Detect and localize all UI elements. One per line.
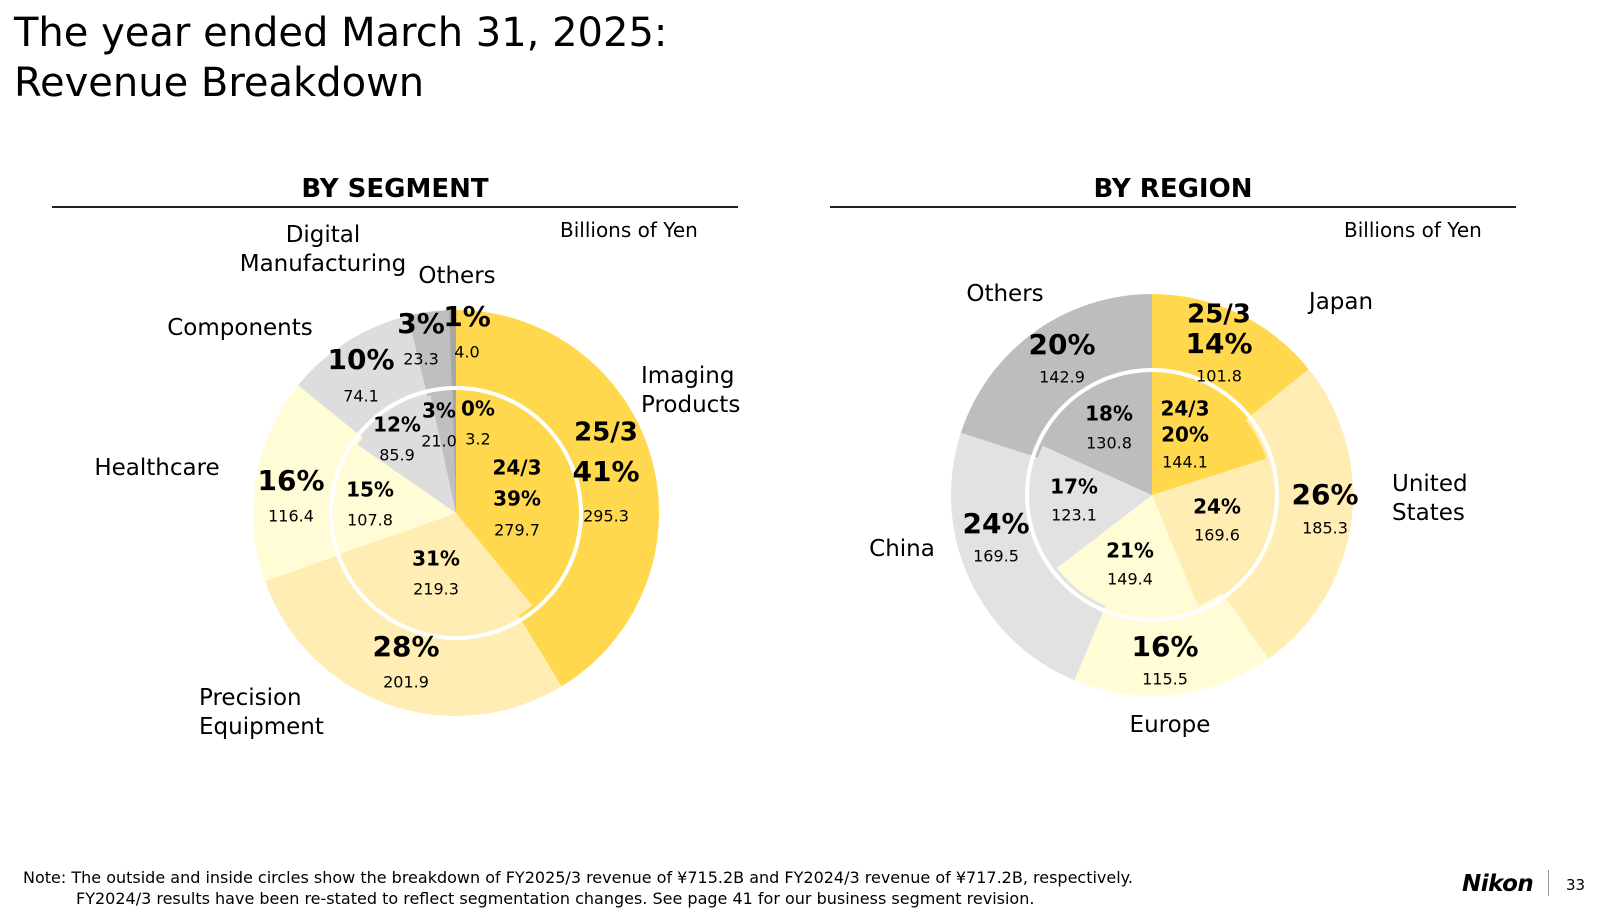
segment-outer-value-healthcare: 116.4	[268, 507, 314, 526]
region-outer-percent-china: 24%	[962, 507, 1029, 540]
segment-outer-value-precision: 201.9	[383, 673, 429, 692]
region-inner-percent-europe: 21%	[1106, 539, 1154, 563]
segment-inner-percent-imaging: 39%	[493, 487, 541, 511]
segment-category-label-healthcare: Healthcare	[94, 455, 219, 481]
segment-inner-value-precision: 219.3	[413, 580, 459, 599]
segment-inner-percent-precision: 31%	[412, 547, 460, 571]
region-outer-value-others: 142.9	[1039, 368, 1085, 387]
segment-outer-value-digital: 23.3	[403, 350, 439, 369]
region-inner-value-others: 130.8	[1086, 434, 1132, 453]
region-outer-value-china: 169.5	[973, 547, 1019, 566]
region-outer-percent-europe: 16%	[1131, 630, 1198, 663]
footnote: Note: The outside and inside circles sho…	[23, 867, 1133, 909]
segment-inner-period-label: 24/3	[492, 456, 541, 480]
segment-category-label-components: Components	[167, 315, 313, 341]
region-inner-value-china: 123.1	[1051, 506, 1097, 525]
segment-category-label-precision: Precision Equipment	[199, 685, 324, 740]
footer-divider	[1548, 870, 1549, 896]
region-inner-slice-others	[1042, 375, 1152, 495]
segment-inner-slice-components	[357, 395, 456, 513]
footnote-line2: FY2024/3 results have been re-stated to …	[76, 889, 1035, 908]
segment-outer-value-others: 4.0	[454, 343, 479, 362]
segment-inner-slice-healthcare	[336, 444, 456, 553]
region-inner-value-japan: 144.1	[1162, 453, 1208, 472]
region-outer-value-us: 185.3	[1302, 519, 1348, 538]
region-outer-percent-others: 20%	[1028, 328, 1095, 361]
region-category-label-china: China	[869, 536, 935, 562]
segment-inner-value-digital: 21.0	[421, 432, 457, 451]
segment-inner-slice-digital	[430, 393, 456, 513]
region-ring-separator	[1025, 368, 1279, 622]
segment-heading: BY SEGMENT	[301, 174, 489, 204]
segment-inner-percent-others: 0%	[461, 397, 495, 421]
segment-inner-percent-healthcare: 15%	[346, 478, 394, 502]
region-outer-percent-japan: 14%	[1185, 327, 1252, 360]
region-inner-value-europe: 149.4	[1107, 570, 1153, 589]
region-inner-slice-us	[1152, 458, 1272, 606]
segment-outer-percent-healthcare: 16%	[257, 464, 324, 497]
page-title-line2: Revenue Breakdown	[14, 60, 425, 106]
segment-donut: 41% 295.3 25/3 28% 201.9 16% 116.4 10% 74.1 3% 23.…	[94, 222, 740, 740]
page-title: The year ended March 31, 2025: Revenue B…	[14, 8, 667, 108]
region-inner-percent-us: 24%	[1193, 495, 1241, 519]
segment-inner-value-imaging: 279.7	[494, 521, 540, 540]
region-outer-value-japan: 101.8	[1196, 367, 1242, 386]
segment-divider	[52, 206, 738, 208]
region-inner-period-label: 24/3	[1160, 397, 1209, 421]
region-donut: 14% 101.8 25/3 26% 185.3 16% 115.5 24% 169.5 20% 1…	[869, 281, 1467, 738]
region-inner-value-us: 169.6	[1194, 526, 1240, 545]
segment-outer-percent-others: 1%	[443, 300, 491, 333]
region-outer-percent-us: 26%	[1291, 478, 1358, 511]
region-divider	[830, 206, 1516, 208]
segment-inner-value-components: 85.9	[379, 446, 415, 465]
region-outer-period-label: 25/3	[1187, 300, 1251, 330]
segment-unit: Billions of Yen	[560, 218, 698, 242]
segment-inner-slice-precision	[342, 513, 533, 633]
segment-inner-slice-others	[452, 393, 456, 513]
segment-category-label-digital: Digital Manufacturing	[240, 222, 407, 277]
segment-inner-slice-imaging	[456, 393, 576, 606]
segment-outer-period-label: 25/3	[574, 418, 638, 448]
region-inner-percent-china: 17%	[1050, 475, 1098, 499]
segment-outer-percent-precision: 28%	[372, 630, 439, 663]
segment-category-label-others: Others	[418, 263, 495, 289]
region-outer-value-europe: 115.5	[1142, 670, 1188, 689]
region-category-label-europe: Europe	[1130, 712, 1211, 738]
region-category-label-others: Others	[966, 281, 1043, 307]
segment-inner-value-others: 3.2	[465, 430, 490, 449]
region-inner-percent-japan: 20%	[1161, 423, 1209, 447]
region-inner-percent-others: 18%	[1085, 402, 1133, 426]
region-inner-slice-china	[1031, 445, 1152, 569]
page-number: 33	[1566, 876, 1586, 894]
region-heading: BY REGION	[1093, 174, 1253, 204]
nikon-logo: Nikon	[1462, 871, 1534, 897]
segment-outer-percent-digital: 3%	[397, 307, 445, 340]
segment-outer-percent-imaging: 41%	[572, 455, 639, 488]
segment-outer-value-components: 74.1	[343, 387, 379, 406]
page-title-line1: The year ended March 31, 2025:	[14, 10, 668, 56]
segment-category-label-imaging: Imaging Products	[641, 363, 740, 418]
region-unit: Billions of Yen	[1344, 218, 1482, 242]
segment-ring-separator	[329, 386, 583, 640]
segment-outer-percent-components: 10%	[327, 343, 394, 376]
segment-inner-value-healthcare: 107.8	[347, 511, 393, 530]
region-inner-slice-japan	[1152, 375, 1267, 495]
segment-inner-percent-digital: 3%	[422, 399, 456, 423]
segment-outer-value-imaging: 295.3	[583, 507, 629, 526]
footnote-line1: Note: The outside and inside circles sho…	[23, 868, 1133, 887]
region-category-label-japan: Japan	[1307, 289, 1373, 315]
region-category-label-us: United States	[1392, 471, 1468, 526]
segment-inner-percent-components: 12%	[373, 413, 421, 437]
region-inner-slice-europe	[1056, 495, 1198, 616]
